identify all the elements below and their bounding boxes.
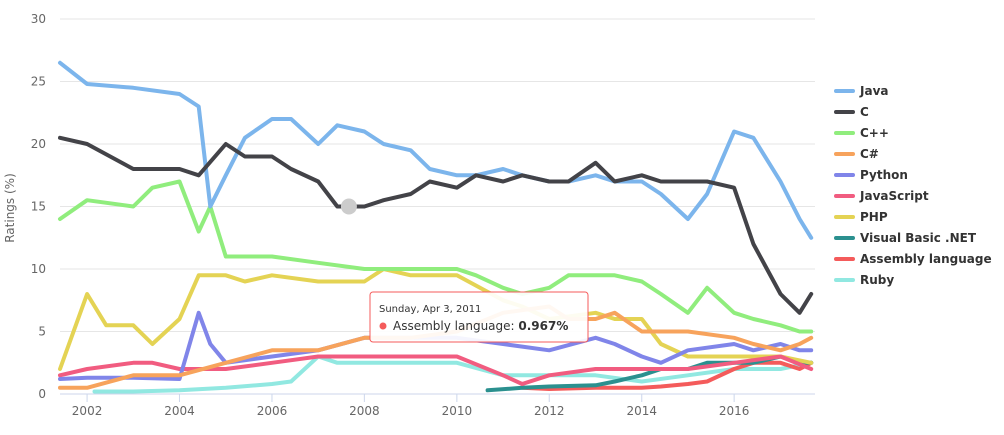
tooltip-separator: : (511, 319, 519, 333)
y-tick-label: 20 (31, 137, 46, 151)
tooltip-box (369, 291, 589, 343)
legend-item-c[interactable]: C (860, 105, 869, 119)
legend-item-visual-basic-net[interactable]: Visual Basic .NET (860, 231, 977, 245)
x-tick-label: 2008 (349, 404, 380, 418)
y-tick-label: 15 (31, 200, 46, 214)
legend-item-c[interactable]: C# (860, 147, 879, 161)
series-line-c[interactable] (58, 135, 814, 315)
series-line-php[interactable] (58, 267, 814, 371)
y-tick-label: 0 (38, 387, 46, 401)
y-tick-label: 30 (31, 12, 46, 26)
y-axis-title: Ratings (%) (3, 173, 17, 243)
legend-item-javascript[interactable]: JavaScript (859, 189, 929, 203)
series-line-java[interactable] (58, 60, 814, 240)
legend-item-java[interactable]: Java (859, 84, 888, 98)
series-line-assembly-language[interactable] (520, 360, 814, 391)
legend: Java C C++ C# Python JavaScript PHP Visual Basi… (834, 84, 992, 287)
legend-item-c[interactable]: C++ (860, 126, 889, 140)
tooltip-value: 0.967% (518, 319, 568, 333)
x-tick-label: 2002 (72, 404, 103, 418)
tooltip-series-dot (379, 322, 387, 330)
hover-point-marker (340, 198, 357, 215)
tooltip: Sunday, Apr 3, 2011 Assembly language: 0… (369, 291, 589, 343)
series-line-c[interactable] (58, 179, 814, 334)
x-tick-label: 2012 (534, 404, 565, 418)
tooltip-series-name: Assembly language (393, 319, 511, 333)
tooltip-row: Assembly language: 0.967% (393, 319, 568, 333)
tooltip-date: Sunday, Apr 3, 2011 (379, 304, 481, 315)
series-line-ruby[interactable] (92, 354, 814, 394)
x-tick-label: 2014 (626, 404, 657, 418)
legend-item-php[interactable]: PHP (860, 210, 888, 224)
y-tick-label: 25 (31, 75, 46, 89)
legend-item-ruby[interactable]: Ruby (860, 273, 894, 287)
y-tick-label: 10 (31, 262, 46, 276)
y-axis-ticks: 0 5 10 15 20 25 30 (31, 12, 46, 401)
x-tick-label: 2004 (164, 404, 195, 418)
legend-item-python[interactable]: Python (860, 168, 908, 182)
x-tick-label: 2016 (719, 404, 750, 418)
series-line-javascript[interactable] (58, 354, 814, 386)
legend-item-assembly-language[interactable]: Assembly language (860, 252, 992, 266)
x-tick-label: 2006 (257, 404, 288, 418)
x-axis: 2002 2004 2006 2008 2010 2012 2014 2016 (60, 393, 815, 418)
x-tick-label: 2010 (442, 404, 473, 418)
y-tick-label: 5 (38, 325, 46, 339)
